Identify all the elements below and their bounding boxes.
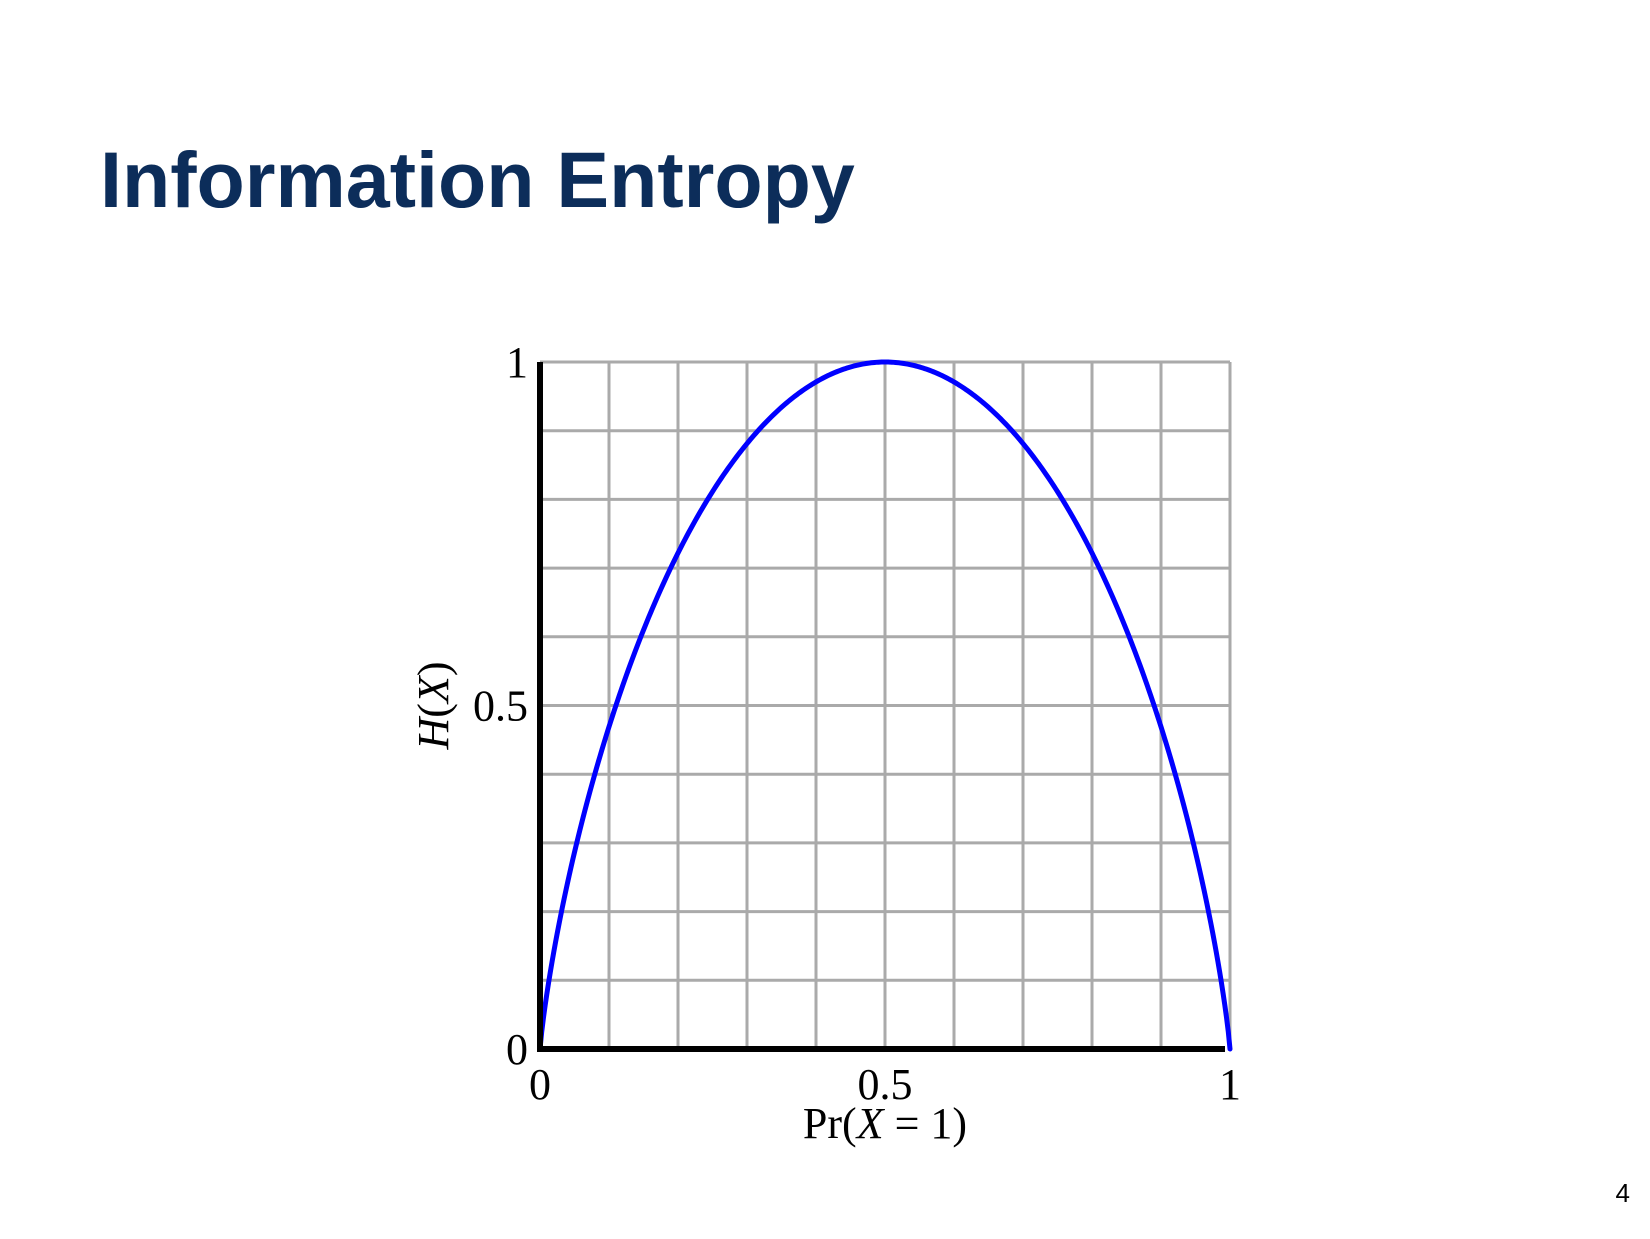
entropy-curve bbox=[537, 359, 1233, 1052]
y-tick-label: 1 bbox=[506, 338, 528, 387]
grid-lines bbox=[540, 360, 1232, 1049]
x-tick-label: 0.5 bbox=[858, 1060, 913, 1109]
x-tick-label: 0 bbox=[529, 1060, 551, 1109]
y-tick-label: 0.5 bbox=[473, 682, 528, 731]
x-tick-label: 1 bbox=[1219, 1060, 1241, 1109]
tick-labels: 0 0.5 1 0 0.5 1 bbox=[473, 338, 1241, 1109]
y-axis-label: H(X) bbox=[409, 662, 458, 751]
x-axis-label: Pr(X = 1) bbox=[803, 1099, 967, 1148]
page-number: 4 bbox=[1615, 1178, 1630, 1208]
slide-title: Information Entropy bbox=[100, 135, 855, 224]
y-tick-label: 0 bbox=[506, 1025, 528, 1074]
